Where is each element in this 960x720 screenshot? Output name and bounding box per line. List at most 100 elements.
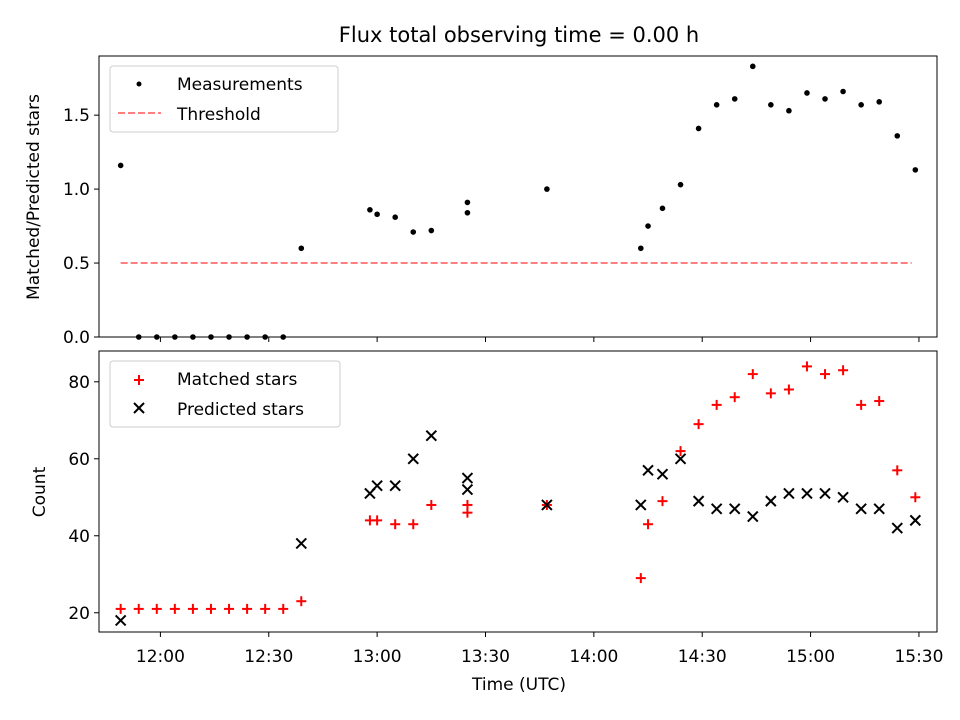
measurement-point bbox=[638, 245, 644, 252]
predicted-star-point bbox=[819, 487, 831, 500]
top-y-ticks: 0.0 0.5 1.0 1.5 bbox=[63, 106, 99, 348]
bottom-y-tick-label: 40 bbox=[68, 527, 90, 547]
predicted-star-point bbox=[407, 453, 419, 465]
predicted-star-point bbox=[295, 537, 307, 550]
predicted-star-point bbox=[747, 510, 759, 523]
top-legend-box bbox=[109, 65, 339, 133]
predicted-star-point bbox=[855, 503, 867, 515]
bottom-y-ticks: 20 40 60 80 bbox=[68, 373, 99, 624]
bottom-x-tick-label: 14:00 bbox=[569, 647, 618, 667]
matched-star-point bbox=[783, 384, 794, 395]
measurement-point bbox=[749, 63, 756, 70]
bottom-y-tick-label: 60 bbox=[68, 450, 90, 470]
predicted-star-point bbox=[635, 499, 647, 511]
measurement-point bbox=[464, 209, 471, 216]
predicted-star-point bbox=[891, 522, 903, 534]
matched-star-point bbox=[408, 519, 419, 530]
measurement-point bbox=[226, 334, 232, 340]
matched-star-point bbox=[260, 603, 271, 614]
measurement-point bbox=[894, 133, 901, 139]
measurement-point bbox=[768, 102, 774, 108]
measurement-point bbox=[731, 96, 738, 102]
predicted-star-point bbox=[692, 495, 705, 507]
matched-star-point bbox=[426, 499, 437, 510]
bottom-x-tick-label: 15:30 bbox=[894, 647, 943, 667]
bottom-y-axis-label: Count bbox=[30, 466, 50, 517]
measurement-point bbox=[135, 334, 142, 340]
measurement-point bbox=[804, 90, 810, 96]
bottom-x-tick-label: 14:30 bbox=[678, 647, 727, 667]
predicted-star-point bbox=[461, 483, 474, 496]
top-panel: 0.0 0.5 1.0 1.5 Matched/Predicted stars Mea… bbox=[24, 55, 938, 348]
chart-title: Flux total observing time = 0.00 h bbox=[339, 23, 699, 47]
measurement-point bbox=[280, 334, 287, 340]
top-y-tick-label: 0.5 bbox=[63, 254, 90, 274]
matched-star-point bbox=[133, 603, 144, 614]
measurement-point bbox=[244, 334, 250, 340]
measurement-point bbox=[392, 214, 398, 221]
bottom-x-tick-label: 13:00 bbox=[353, 647, 402, 667]
measurement-point bbox=[298, 245, 305, 252]
measurement-point bbox=[117, 162, 124, 169]
top-legend: Measurements Threshold bbox=[109, 65, 339, 133]
bottom-data-layer bbox=[114, 361, 922, 627]
predicted-star-point bbox=[837, 491, 849, 503]
measurement-point bbox=[840, 88, 846, 95]
matched-star-point bbox=[838, 365, 849, 376]
measurement-point bbox=[713, 102, 720, 108]
predicted-star-point bbox=[729, 503, 741, 515]
bottom-y-tick-label: 20 bbox=[68, 604, 90, 624]
measurement-point bbox=[367, 207, 373, 213]
matched-star-point bbox=[242, 603, 253, 614]
bottom-panel: 20 40 60 80 12:00 12:30 13:00 13:30 14:00 14:30 1… bbox=[30, 350, 943, 695]
predicted-star-point bbox=[801, 487, 813, 500]
bottom-x-tick-label: 12:00 bbox=[136, 647, 185, 667]
matched-star-point bbox=[169, 603, 180, 614]
measurement-point bbox=[374, 211, 380, 218]
legend-measurements-marker bbox=[136, 81, 142, 87]
measurement-point bbox=[464, 199, 471, 206]
matched-star-point bbox=[675, 446, 686, 457]
top-x-ticks bbox=[159, 337, 920, 342]
matched-star-point bbox=[892, 465, 903, 476]
bottom-y-tick-label: 80 bbox=[68, 373, 90, 393]
predicted-star-point bbox=[909, 514, 922, 527]
matched-star-point bbox=[372, 515, 383, 526]
predicted-star-point bbox=[642, 464, 654, 477]
matched-star-point bbox=[801, 361, 812, 372]
measurement-point bbox=[262, 334, 268, 340]
matched-star-point bbox=[820, 369, 831, 380]
predicted-star-point bbox=[674, 453, 687, 465]
bottom-x-tick-label: 12:30 bbox=[244, 647, 293, 667]
matched-star-point bbox=[635, 573, 646, 584]
measurement-point bbox=[695, 125, 702, 132]
predicted-star-point bbox=[461, 472, 474, 484]
measurement-point bbox=[172, 334, 178, 340]
predicted-star-point bbox=[371, 480, 383, 492]
legend-predicted-marker bbox=[133, 402, 145, 414]
matched-star-point bbox=[910, 492, 921, 503]
matched-star-point bbox=[874, 396, 885, 407]
matched-star-point bbox=[296, 596, 307, 607]
measurement-point bbox=[876, 99, 883, 105]
matched-star-point bbox=[278, 603, 289, 614]
matched-star-point bbox=[462, 507, 473, 518]
bottom-x-tick-label: 15:00 bbox=[786, 647, 835, 667]
legend-measurements-label: Measurements bbox=[177, 75, 303, 95]
top-y-axis-label: Matched/Predicted stars bbox=[24, 94, 44, 300]
predicted-star-point bbox=[765, 495, 777, 507]
matched-star-point bbox=[729, 392, 740, 403]
top-axes-frame bbox=[98, 55, 938, 338]
bottom-x-tick-label: 13:30 bbox=[461, 647, 510, 667]
measurement-point bbox=[858, 102, 864, 108]
matched-star-point bbox=[643, 519, 654, 530]
measurement-point bbox=[677, 181, 684, 188]
matched-star-point bbox=[856, 399, 867, 410]
predicted-star-point bbox=[873, 503, 885, 515]
bottom-axes-frame bbox=[98, 350, 938, 633]
measurement-point bbox=[645, 223, 651, 229]
legend-matched-marker bbox=[134, 375, 144, 385]
matched-star-point bbox=[151, 603, 162, 614]
matched-star-point bbox=[205, 603, 216, 614]
